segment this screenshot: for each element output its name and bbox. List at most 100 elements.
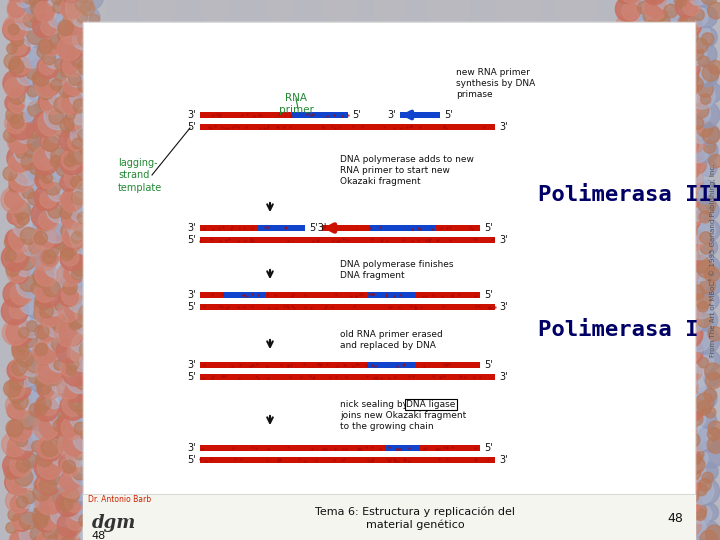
Circle shape	[685, 433, 700, 447]
Circle shape	[8, 0, 25, 17]
Circle shape	[649, 534, 665, 540]
Circle shape	[22, 0, 48, 14]
Circle shape	[82, 217, 103, 238]
Circle shape	[654, 429, 665, 440]
Circle shape	[679, 167, 703, 192]
Circle shape	[395, 70, 423, 98]
Circle shape	[648, 260, 675, 288]
Circle shape	[5, 229, 25, 249]
Circle shape	[11, 33, 24, 46]
Circle shape	[27, 85, 39, 97]
Circle shape	[259, 291, 302, 334]
Circle shape	[60, 207, 72, 219]
Circle shape	[666, 6, 690, 30]
Circle shape	[679, 174, 694, 190]
Circle shape	[63, 122, 81, 140]
Circle shape	[39, 58, 55, 75]
Circle shape	[640, 6, 667, 33]
Circle shape	[16, 458, 30, 472]
Circle shape	[22, 332, 37, 347]
Circle shape	[646, 14, 669, 37]
Circle shape	[33, 217, 50, 235]
Circle shape	[73, 262, 86, 276]
Circle shape	[671, 72, 698, 99]
Circle shape	[626, 179, 653, 206]
Circle shape	[78, 58, 95, 76]
Circle shape	[646, 145, 662, 161]
Text: DNA polymerase adds to new
RNA primer to start new
Okazaki fragment: DNA polymerase adds to new RNA primer to…	[340, 155, 474, 186]
Circle shape	[84, 486, 96, 498]
Circle shape	[658, 101, 685, 128]
Text: 5': 5'	[187, 455, 196, 465]
Circle shape	[696, 6, 717, 28]
Circle shape	[80, 44, 107, 71]
Circle shape	[31, 242, 59, 271]
Circle shape	[630, 411, 646, 427]
Circle shape	[690, 373, 708, 391]
Circle shape	[698, 357, 708, 368]
Circle shape	[680, 28, 698, 45]
Circle shape	[10, 495, 30, 514]
Bar	[200, 292, 278, 298]
Circle shape	[32, 525, 49, 540]
Circle shape	[12, 512, 32, 531]
Circle shape	[636, 136, 663, 163]
Circle shape	[679, 378, 698, 397]
Circle shape	[678, 107, 705, 134]
Circle shape	[58, 500, 69, 510]
Circle shape	[678, 15, 694, 31]
Circle shape	[638, 2, 650, 14]
Circle shape	[43, 136, 59, 152]
Circle shape	[53, 23, 77, 48]
Circle shape	[38, 356, 65, 382]
Circle shape	[618, 0, 631, 3]
Circle shape	[649, 247, 670, 267]
Circle shape	[71, 460, 96, 485]
Circle shape	[58, 20, 73, 36]
Circle shape	[50, 502, 73, 525]
Circle shape	[680, 378, 698, 397]
Circle shape	[9, 376, 24, 390]
Circle shape	[60, 457, 80, 477]
Circle shape	[68, 256, 82, 271]
Circle shape	[76, 276, 94, 295]
Circle shape	[7, 130, 31, 153]
Circle shape	[50, 426, 63, 438]
Circle shape	[667, 26, 695, 53]
Circle shape	[675, 430, 701, 456]
Circle shape	[48, 474, 60, 485]
Circle shape	[5, 93, 24, 112]
Circle shape	[640, 125, 657, 141]
Circle shape	[60, 0, 73, 8]
Circle shape	[646, 474, 669, 497]
Circle shape	[617, 36, 635, 55]
Circle shape	[14, 218, 24, 228]
Circle shape	[74, 422, 87, 435]
Circle shape	[90, 369, 103, 382]
Circle shape	[139, 100, 182, 144]
Circle shape	[650, 322, 672, 343]
Circle shape	[199, 370, 235, 406]
Circle shape	[655, 443, 678, 465]
Circle shape	[618, 468, 645, 495]
Circle shape	[7, 402, 24, 420]
Circle shape	[680, 39, 699, 58]
Circle shape	[662, 482, 688, 507]
Text: old RNA primer erased
and replaced by DNA: old RNA primer erased and replaced by DN…	[340, 330, 443, 350]
Circle shape	[623, 20, 644, 42]
Circle shape	[692, 478, 719, 505]
Circle shape	[46, 197, 72, 223]
Circle shape	[704, 267, 719, 282]
Circle shape	[40, 303, 63, 325]
Circle shape	[79, 342, 95, 357]
Circle shape	[12, 212, 39, 239]
Circle shape	[373, 521, 410, 540]
Text: 5': 5'	[187, 372, 196, 382]
Circle shape	[74, 47, 91, 64]
Circle shape	[75, 102, 115, 142]
Circle shape	[648, 173, 660, 184]
Circle shape	[614, 299, 631, 315]
Circle shape	[9, 181, 19, 192]
Circle shape	[39, 99, 50, 111]
Circle shape	[687, 445, 704, 462]
